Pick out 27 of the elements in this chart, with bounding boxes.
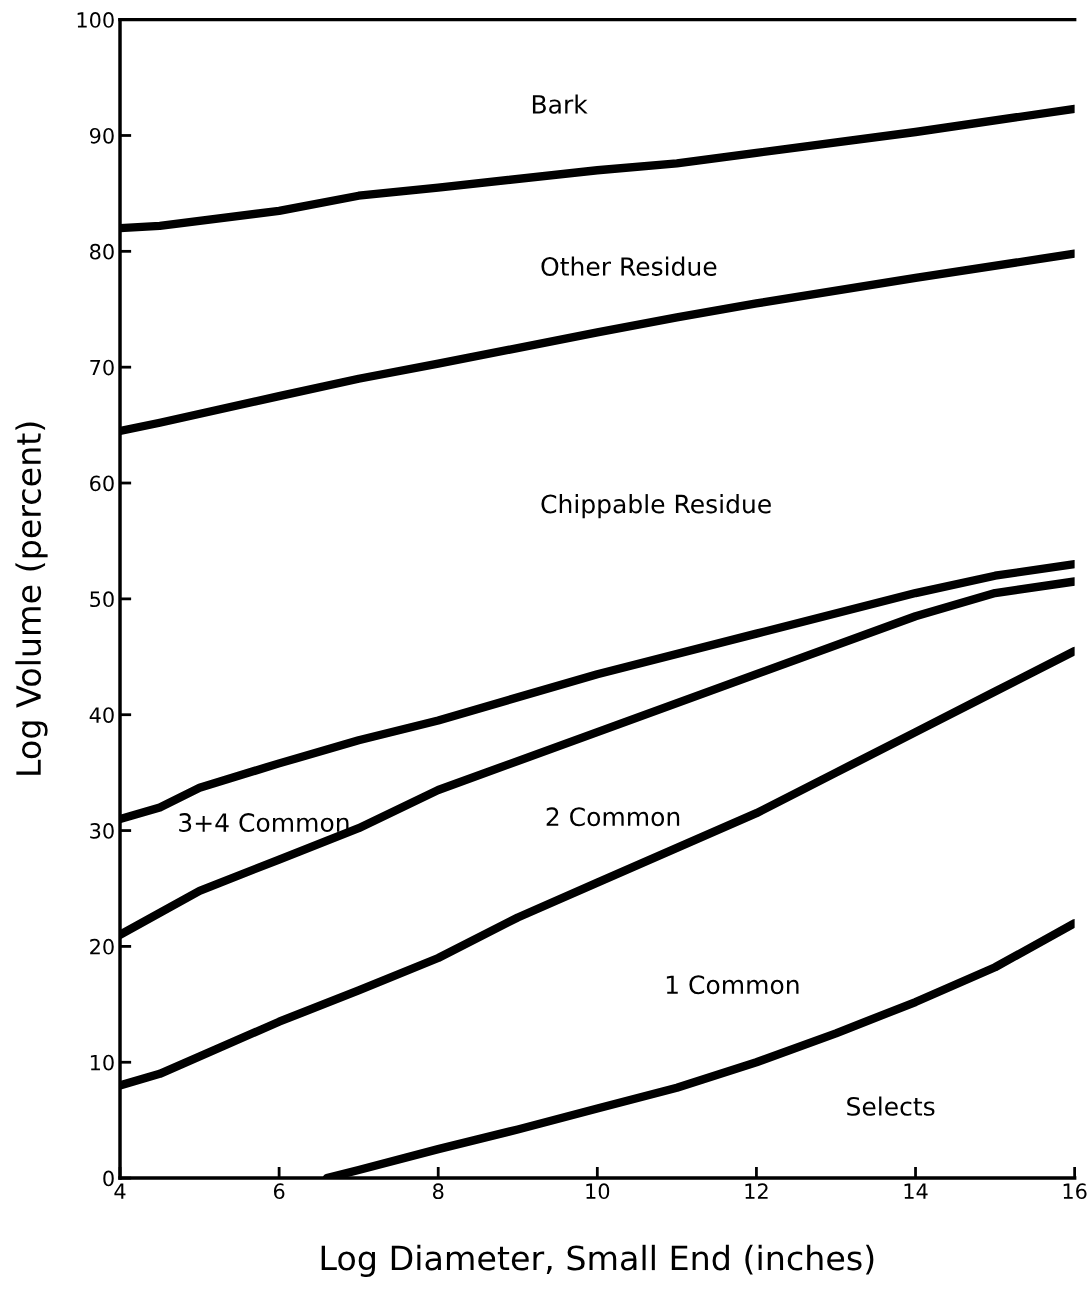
x-tick-label: 4 [114,1183,126,1199]
x-tick-label: 16 [1063,1183,1087,1200]
x-tick-label: 14 [904,1183,928,1199]
annotation: 1 Common [666,975,799,995]
annotation: Selects [847,1096,935,1116]
y-tick-label: 80 [90,243,114,260]
y-tick-label: 50 [90,591,114,608]
y-tick-label: 40 [89,707,114,723]
x-tick-label: 10 [586,1183,610,1200]
annotation: 3+4 Common [179,813,349,833]
annotation: Other Residue [541,256,717,276]
y-tick-label: 10 [90,1054,114,1071]
y-tick-label: 30 [90,823,114,839]
y-tick-label: 20 [90,938,114,955]
annotation: Bark [532,94,588,114]
x-tick-label: 8 [433,1183,444,1200]
x-tick-label: 12 [745,1183,768,1199]
y-tick-label: 70 [90,359,114,376]
annotation: Chippable Residue [541,494,771,519]
x-axis-title: Log Diameter, Small End (inches) [321,1244,874,1278]
y-axis-title: Log Volume (percent) [15,422,48,775]
y-tick-label: 0 [103,1170,114,1187]
y-tick-label: 100 [77,12,114,28]
y-tick-label: 90 [89,127,114,144]
x-tick-label: 6 [273,1183,285,1200]
annotation: 2 Common [546,807,680,827]
y-tick-label: 60 [90,475,114,492]
